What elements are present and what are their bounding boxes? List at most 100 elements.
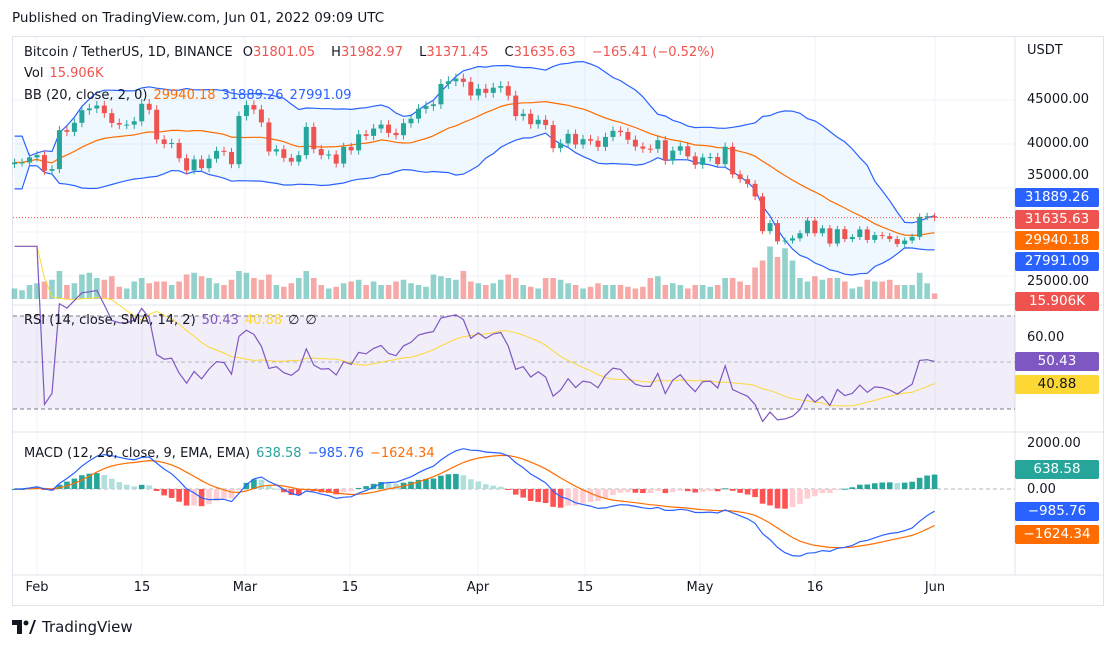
volume-bar (138, 278, 145, 299)
candle-body (228, 151, 234, 165)
macd-histogram-bar (857, 484, 863, 489)
time-axis-label: May (686, 580, 714, 595)
macd-histogram-bar (744, 489, 751, 495)
volume-bar (812, 276, 818, 299)
volume-bar (512, 278, 519, 299)
candle-body (625, 132, 631, 140)
bb-upper-tag: 31889.26 (1015, 188, 1099, 207)
time-axis-label: 16 (806, 580, 824, 595)
volume-bar (550, 278, 556, 299)
volume-bar (213, 283, 220, 299)
volume-value: 15.906K (49, 66, 104, 81)
volume-bar (221, 285, 227, 299)
tradingview-logo[interactable]: TradingView (12, 618, 133, 636)
volume-bar (572, 285, 579, 299)
volume-bar (296, 278, 302, 299)
close-label: C (504, 45, 514, 60)
candle-body (453, 78, 459, 82)
macd-histogram-bar (468, 479, 474, 489)
volume-bar (767, 246, 773, 299)
candle-body (34, 155, 40, 158)
candle-body (550, 125, 556, 149)
volume-bar (789, 260, 796, 299)
volume-bar (109, 276, 115, 299)
rsi-na-1: ∅ (288, 313, 300, 328)
volume-bar (752, 267, 758, 299)
volume-bar (191, 272, 197, 299)
macd-histogram-bar (886, 482, 893, 489)
volume-bar (445, 278, 452, 299)
macd-label[interactable]: MACD (12, 26, close, 9, EMA, EMA) (24, 446, 251, 461)
volume-bar (505, 274, 512, 299)
rsi-label[interactable]: RSI (14, close, SMA, 14, 2) (24, 313, 196, 328)
volume-bar (460, 271, 467, 299)
candle-body (580, 139, 586, 145)
volume-bar (408, 283, 414, 299)
volume-bar (281, 286, 287, 299)
macd-histogram-bar (333, 489, 339, 495)
macd-histogram-bar (655, 489, 661, 492)
candle-body (12, 162, 18, 165)
volume-bar (303, 271, 310, 299)
macd-histogram-bar (116, 482, 123, 489)
time-axis-label: Mar (232, 580, 258, 595)
volume-label[interactable]: Vol (24, 66, 44, 81)
volume-bar (475, 283, 482, 299)
candle-body (789, 238, 795, 241)
volume-bar (580, 288, 586, 299)
candle-body (857, 229, 863, 238)
macd-histogram-bar (430, 478, 437, 489)
candle-body (19, 162, 25, 164)
volume-bar (236, 271, 242, 299)
candle-body (685, 146, 691, 157)
candle-body (101, 105, 107, 114)
bb-label[interactable]: BB (20, close, 2, 0) (24, 88, 148, 103)
time-axis-label: Feb (25, 580, 49, 595)
macd-histogram-bar (131, 486, 138, 489)
price-unit: USDT (1027, 43, 1063, 58)
candle-body (303, 126, 309, 156)
volume-bar (595, 283, 601, 299)
candle-body (513, 95, 519, 117)
macd-histogram-bar (266, 485, 272, 489)
macd-histogram-bar (916, 477, 923, 489)
candle-body (191, 159, 197, 171)
candle-body (348, 146, 354, 151)
macd-histogram-bar (789, 489, 796, 508)
candle-body (543, 119, 549, 126)
high-value: 31982.97 (340, 45, 403, 60)
macd-histogram-bar (527, 489, 534, 501)
volume-bar (782, 248, 788, 299)
macd-histogram-bar (572, 489, 579, 506)
volume-bar (11, 288, 18, 299)
volume-bar (797, 278, 803, 299)
macd-histogram-bar (714, 489, 721, 492)
candle-body (333, 154, 339, 164)
volume-bar (819, 279, 826, 299)
candle-body (468, 81, 474, 96)
macd-histogram-bar (228, 489, 235, 499)
macd-histogram-bar (894, 482, 900, 489)
volume-bar (423, 286, 429, 299)
candle-body (804, 220, 810, 234)
volume-bar (168, 285, 175, 299)
macd-histogram-bar (729, 489, 736, 491)
macd-histogram-bar (94, 473, 100, 489)
chart-frame[interactable] (12, 36, 1104, 606)
macd-histogram-bar (737, 489, 743, 493)
macd-histogram-bar (56, 484, 63, 489)
candle-body (670, 150, 676, 161)
symbol-title[interactable]: Bitcoin / TetherUS, 1D, BINANCE (24, 45, 233, 60)
bb-lower-line (14, 132, 935, 276)
macd-hist-tag: 638.58 (1015, 460, 1099, 479)
volume-bar (842, 281, 848, 299)
macd-histogram-bar (191, 489, 197, 506)
macd-histogram-bar (497, 486, 504, 489)
volume-bar (692, 285, 699, 299)
low-value: 31371.45 (426, 45, 489, 60)
candle-body (528, 113, 534, 125)
open-value: 31801.05 (252, 45, 316, 60)
volume-bar (834, 278, 841, 299)
volume-bar (849, 288, 856, 299)
